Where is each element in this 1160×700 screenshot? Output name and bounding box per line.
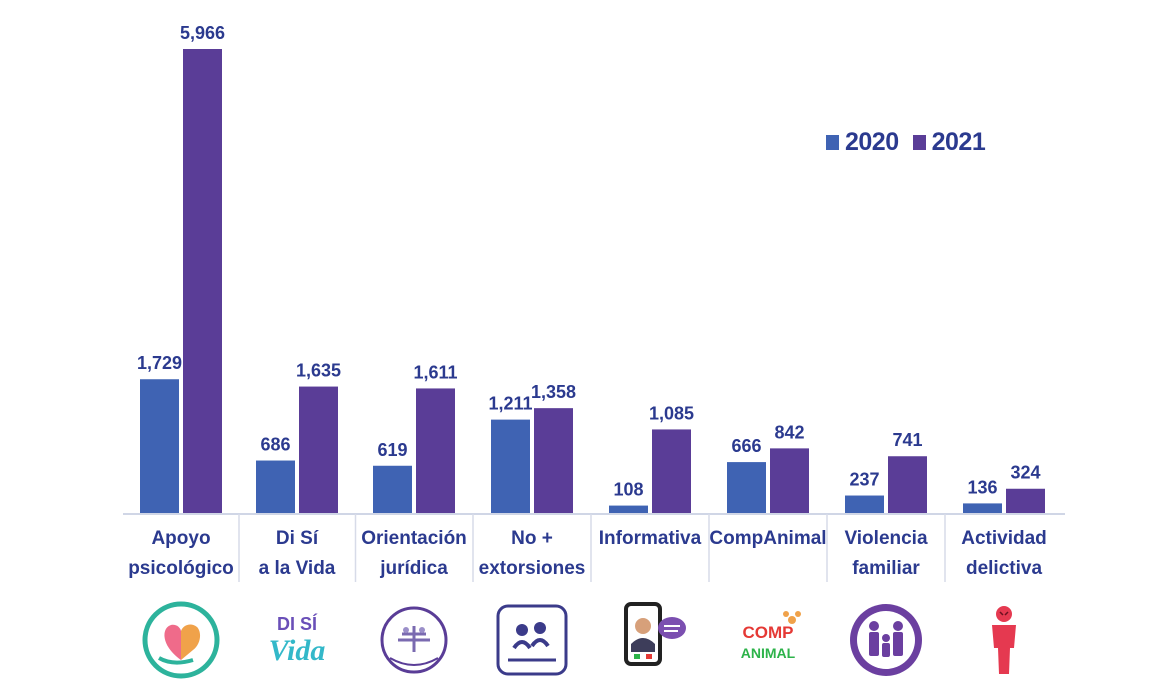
value-label-2020-6: 237 — [849, 470, 879, 490]
bar-2020-6 — [845, 495, 884, 514]
legend-label-2021: 2021 — [931, 128, 986, 156]
bar-2021-6 — [888, 456, 927, 514]
legend-label-2020: 2020 — [845, 128, 899, 156]
category-label-7-line-1: delictiva — [966, 558, 1042, 579]
logo-text-animal: ANIMAL — [741, 645, 796, 661]
category-label-0-line-0: Apoyo — [151, 528, 210, 549]
bar-2020-3 — [491, 419, 530, 514]
logo-text-comp: COMP — [743, 623, 794, 642]
tablet-chat-logo-icon — [610, 600, 690, 680]
category-label-3-line-0: No + — [511, 528, 553, 549]
legend-item-2020: 2020 — [826, 128, 899, 157]
bar-2021-1 — [299, 386, 338, 514]
value-label-2021-2: 1,611 — [413, 362, 457, 382]
bar-2020-0 — [140, 379, 179, 514]
bars-group — [140, 49, 1045, 514]
category-labels-group: Apoyo psicológico Di Sí a la Vida Orientació… — [128, 528, 1047, 579]
no-mas-extorsiones-logo-icon — [492, 600, 572, 680]
value-label-2021-5: 842 — [774, 422, 804, 442]
bar-2020-4 — [609, 505, 648, 514]
bar-2021-3 — [534, 408, 573, 514]
category-label-4-line-0: Informativa — [599, 528, 702, 549]
category-label-0-line-1: psicológico — [128, 558, 234, 579]
value-label-2020-1: 686 — [260, 435, 290, 455]
value-label-2021-0: 5,966 — [180, 23, 225, 43]
category-label-1-line-0: Di Sí — [276, 528, 319, 549]
bar-2021-5 — [770, 448, 809, 514]
bar-2021-4 — [652, 429, 691, 514]
bar-2020-5 — [727, 462, 766, 514]
category-separators — [238, 514, 946, 582]
value-label-2021-1: 1,635 — [296, 361, 341, 381]
category-label-3-line-1: extorsiones — [479, 558, 586, 579]
value-label-2020-5: 666 — [731, 436, 761, 456]
category-label-1-line-1: a la Vida — [259, 558, 336, 579]
category-label-6-line-1: familiar — [852, 558, 920, 579]
value-label-2021-6: 741 — [892, 430, 922, 450]
legend-swatch-2020 — [826, 135, 839, 150]
bar-2021-0 — [183, 49, 222, 514]
legend-swatch-2021 — [912, 135, 926, 150]
logo-text-disi: DI SÍ — [277, 613, 318, 634]
bar-2020-1 — [256, 460, 295, 514]
category-label-7-line-0: Actividad — [961, 528, 1047, 549]
heart-brain-logo-icon — [141, 600, 221, 680]
value-label-2021-4: 1,085 — [649, 403, 694, 423]
category-label-2-line-0: Orientación — [361, 528, 467, 549]
di-si-a-la-vida-logo-icon: DI SÍ Vida — [257, 600, 337, 680]
bar-2021-7 — [1006, 488, 1045, 514]
category-label-2-line-1: jurídica — [379, 558, 448, 579]
value-label-2020-0: 1,729 — [137, 353, 182, 373]
bar-2020-7 — [963, 503, 1002, 514]
red-figure-logo-icon — [964, 600, 1044, 680]
value-label-2021-7: 324 — [1010, 463, 1040, 483]
value-label-2021-3: 1,358 — [531, 382, 576, 402]
legend: 2020 2021 — [826, 128, 986, 157]
value-label-2020-2: 619 — [377, 440, 407, 460]
program-logos-row: DI SÍ Vida COMP ANIM — [0, 600, 1160, 680]
legend-item-2021: 2021 — [912, 128, 986, 157]
logo-text-vida: Vida — [269, 634, 326, 667]
companimal-logo-icon: COMP ANIMAL — [728, 600, 808, 680]
bar-2020-2 — [373, 465, 412, 514]
category-label-5-line-0: CompAnimal — [709, 528, 826, 549]
value-label-2020-3: 1,211 — [488, 394, 532, 414]
family-circle-logo-icon — [846, 600, 926, 680]
value-label-2020-4: 108 — [613, 480, 643, 500]
value-label-2020-7: 136 — [967, 477, 997, 497]
category-label-6-line-0: Violencia — [844, 528, 928, 549]
consejo-ciudadano-logo-icon — [374, 600, 454, 680]
bar-2021-2 — [416, 388, 455, 514]
